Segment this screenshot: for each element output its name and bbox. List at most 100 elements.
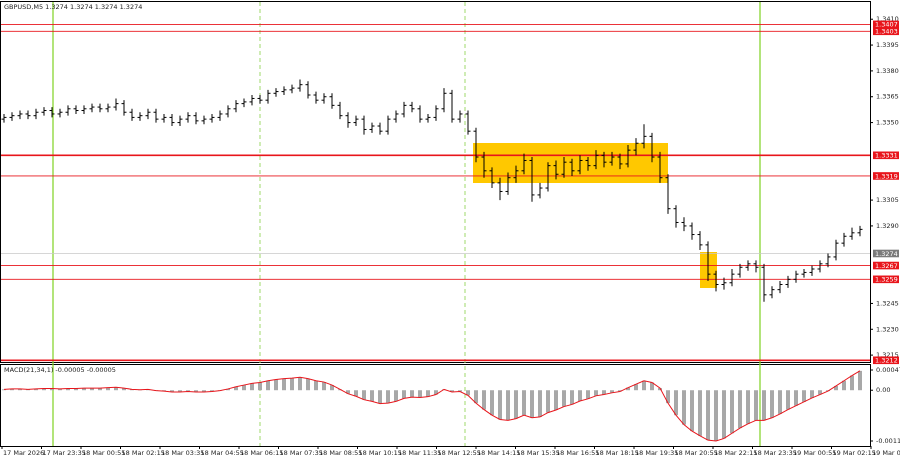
macd-bar (482, 390, 486, 410)
x-tick-label: 17 Mar 2026 (3, 449, 44, 457)
macd-bar (738, 390, 742, 429)
macd-bar (642, 380, 646, 391)
macd-bar (426, 390, 430, 397)
macd-bar (354, 390, 358, 397)
macd-bar (74, 388, 78, 391)
macd-bar (386, 390, 390, 404)
macd-bar (234, 386, 238, 391)
level-label: 1.3331 (875, 152, 898, 160)
macd-bar (274, 379, 278, 391)
macd-bar (834, 385, 838, 391)
macd-bar (346, 390, 350, 394)
macd-bar (730, 390, 734, 434)
macd-bar (410, 390, 414, 398)
macd-bar (98, 388, 102, 391)
macd-bar (466, 390, 470, 396)
y-tick-label: 1.3245 (876, 299, 899, 307)
level-label: 1.3319 (875, 172, 898, 180)
macd-bar (714, 390, 718, 441)
macd-bar (610, 390, 614, 393)
macd-bar (10, 388, 14, 391)
macd-bar (810, 390, 814, 398)
macd-bar (786, 390, 790, 410)
highlight-zone (473, 143, 668, 183)
macd-bar (498, 390, 502, 420)
macd-bar (82, 388, 86, 391)
macd-bar (58, 388, 62, 391)
macd-bar (258, 382, 262, 391)
x-tick-label: 18 Mar 02:15 (122, 449, 165, 457)
y-tick-label: 1.3350 (876, 119, 899, 127)
x-tick-label: 18 Mar 18:15 (596, 449, 639, 457)
macd-bar (178, 390, 182, 392)
macd-bar (618, 390, 622, 392)
macd-bar (522, 390, 526, 416)
level-label-box (873, 172, 899, 180)
macd-bar (202, 390, 206, 392)
level-label-box (873, 261, 899, 270)
macd-bar (490, 390, 494, 416)
current-price-box (873, 249, 899, 258)
macd-bar (378, 390, 382, 404)
x-tick-label: 18 Mar 08:55 (319, 449, 362, 457)
macd-bar (794, 390, 798, 406)
x-tick-label: 18 Mar 00:55 (82, 449, 125, 457)
macd-bar (770, 390, 774, 418)
y-tick-label: 1.3395 (876, 41, 899, 49)
macd-bar (122, 388, 126, 391)
y-tick-label: 0.00 (876, 386, 890, 394)
macd-bar (194, 390, 198, 392)
y-tick-label: 1.3305 (876, 196, 899, 204)
macd-bar (394, 390, 398, 402)
macd-bar (850, 375, 854, 391)
y-tick-label: 1.3215 (876, 351, 899, 359)
chart-title: GBPUSD,M5 1.3274 1.3274 1.3274 1.3274 (4, 3, 142, 11)
macd-bar (754, 390, 758, 421)
x-tick-label: 18 Mar 06:15 (240, 449, 283, 457)
macd-bar (602, 390, 606, 395)
macd-bar (538, 390, 542, 417)
x-tick-label: 18 Mar 23:35 (754, 449, 797, 457)
macd-bar (722, 390, 726, 439)
macd-bar (746, 390, 750, 424)
macd-bar (170, 390, 174, 392)
macd-bar (314, 380, 318, 391)
macd-bar (66, 388, 70, 391)
macd-bar (578, 390, 582, 401)
macd-bar (402, 390, 406, 399)
macd-bar (330, 385, 334, 391)
macd-bar (842, 380, 846, 391)
macd-bar (434, 390, 438, 395)
macd-bar (242, 385, 246, 391)
x-tick-label: 17 Mar 23:35 (43, 449, 86, 457)
macd-bar (186, 390, 190, 392)
macd-bar (474, 390, 478, 404)
macd-bar (858, 370, 862, 391)
macd-bar (2, 389, 6, 391)
macd-bar (658, 388, 662, 391)
macd-bar (34, 388, 38, 391)
level-label: 1.3267 (875, 262, 898, 270)
macd-bar (298, 377, 302, 391)
macd-bar (418, 390, 422, 398)
macd-bar (266, 380, 270, 391)
level-label-box (873, 356, 899, 365)
current-price-label: 1.3274 (875, 250, 898, 258)
macd-bar (530, 390, 534, 418)
macd-bar (226, 388, 230, 391)
macd-bar (634, 384, 638, 391)
macd-bar (562, 390, 566, 407)
macd-line (3, 370, 861, 442)
macd-bar (682, 390, 686, 425)
y-tick-label: 1.3365 (876, 93, 899, 101)
x-tick-label: 18 Mar 12:55 (438, 449, 481, 457)
macd-bar (106, 387, 110, 391)
x-tick-label: 18 Mar 22:15 (714, 449, 757, 457)
macd-bar (114, 387, 118, 391)
macd-bar (322, 382, 326, 391)
x-tick-label: 18 Mar 19:35 (635, 449, 678, 457)
level-label-box (873, 27, 899, 36)
macd-bar (50, 388, 54, 391)
macd-bar (18, 388, 22, 391)
macd-bar (594, 390, 598, 396)
